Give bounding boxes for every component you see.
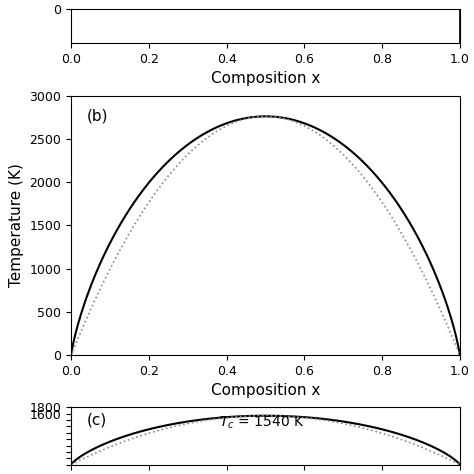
X-axis label: Composition x: Composition x — [211, 383, 320, 398]
X-axis label: Composition x: Composition x — [211, 72, 320, 86]
Text: (b): (b) — [87, 109, 108, 124]
Text: $T_c$ = 1540 K: $T_c$ = 1540 K — [219, 414, 304, 431]
Text: (c): (c) — [87, 412, 107, 427]
Y-axis label: Temperature (K): Temperature (K) — [9, 164, 24, 287]
